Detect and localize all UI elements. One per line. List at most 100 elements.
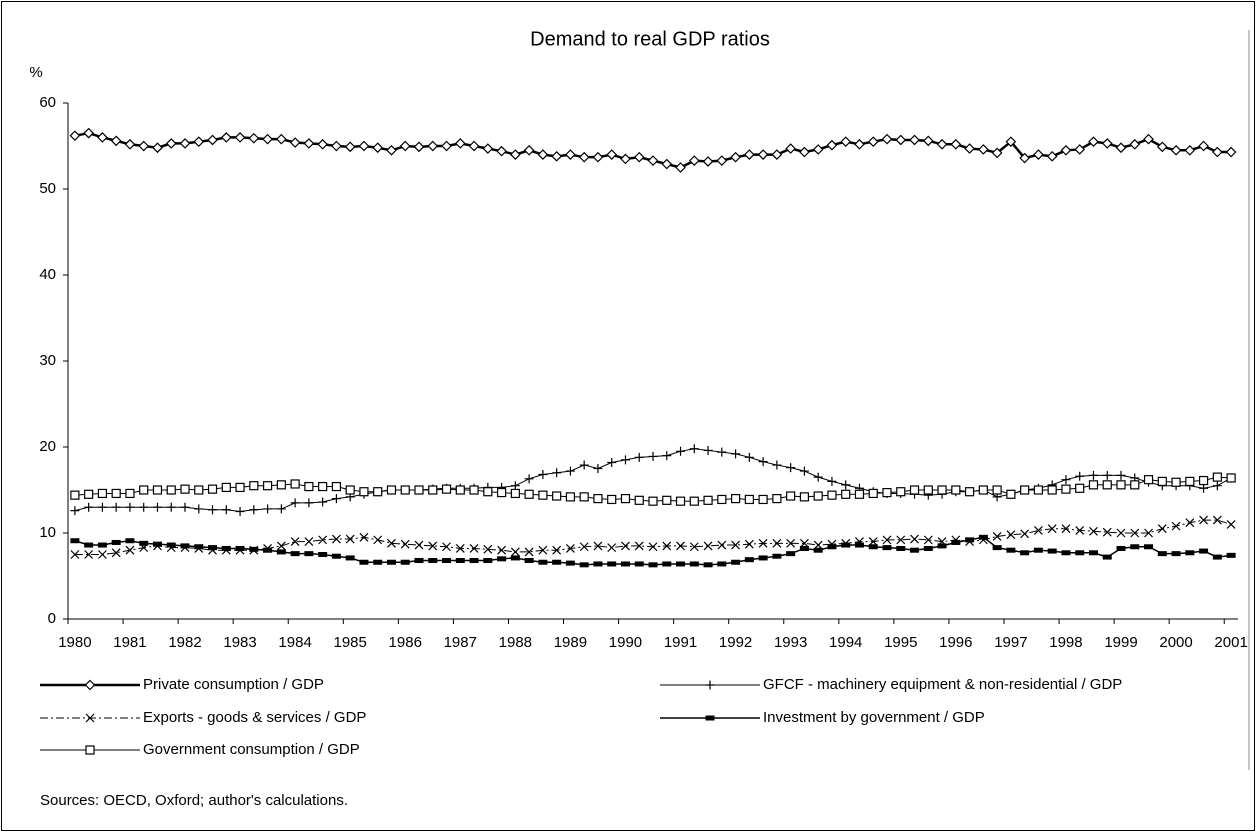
marker <box>1061 524 1071 534</box>
marker <box>744 452 754 462</box>
x-tick-label: 1998 <box>1049 634 1082 651</box>
marker <box>152 541 162 547</box>
marker <box>922 135 934 147</box>
marker <box>785 143 796 154</box>
x-tick-label: 1992 <box>719 634 752 651</box>
marker <box>510 547 520 557</box>
marker <box>1102 554 1112 560</box>
marker <box>951 485 961 495</box>
marker <box>331 140 342 152</box>
marker <box>1033 485 1044 495</box>
marker <box>1075 550 1085 556</box>
marker <box>304 551 314 557</box>
marker <box>827 476 837 486</box>
marker <box>702 156 714 167</box>
marker <box>468 140 480 152</box>
marker <box>1006 547 1016 553</box>
x-tick-label: 1997 <box>994 634 1027 651</box>
marker <box>510 481 520 491</box>
marker <box>97 550 107 559</box>
marker <box>1129 138 1141 150</box>
marker <box>772 553 782 559</box>
marker <box>372 142 384 154</box>
marker <box>799 466 809 476</box>
marker <box>813 547 823 553</box>
x-tick-label: 1983 <box>223 634 256 651</box>
marker <box>345 534 355 544</box>
marker <box>262 133 273 145</box>
marker <box>717 494 727 505</box>
marker <box>358 140 370 152</box>
marker <box>593 464 603 473</box>
marker <box>1198 140 1209 152</box>
marker <box>1006 530 1016 540</box>
marker <box>1075 483 1085 493</box>
marker <box>634 495 644 505</box>
marker <box>276 549 286 555</box>
marker <box>262 481 273 491</box>
marker <box>1184 144 1196 156</box>
marker <box>318 481 328 492</box>
marker <box>1130 480 1140 490</box>
marker <box>276 480 286 490</box>
marker <box>896 535 906 545</box>
marker <box>881 133 893 145</box>
x-tick-label: 1993 <box>774 634 807 651</box>
x-tick-label: 1996 <box>939 634 972 651</box>
marker <box>705 715 715 721</box>
x-tick-label: 1980 <box>58 634 91 651</box>
marker <box>1185 518 1195 528</box>
marker <box>607 543 617 553</box>
marker <box>400 559 410 565</box>
marker <box>454 138 466 149</box>
marker <box>689 561 699 567</box>
marker <box>744 149 755 160</box>
marker <box>1074 144 1086 155</box>
marker <box>813 491 823 501</box>
marker <box>607 561 617 567</box>
x-tick-label: 1982 <box>168 634 201 651</box>
marker <box>936 138 948 150</box>
marker <box>97 132 108 143</box>
marker <box>648 542 658 552</box>
legend-label: Exports - goods & services / GDP <box>143 709 366 726</box>
marker <box>304 498 314 508</box>
marker <box>221 505 231 515</box>
marker <box>1006 489 1016 499</box>
marker <box>289 137 301 148</box>
y-tick-label: 30 <box>39 352 56 369</box>
marker <box>1102 480 1112 490</box>
marker <box>165 138 177 149</box>
marker <box>991 147 1003 159</box>
marker <box>1157 524 1167 534</box>
marker <box>124 138 136 150</box>
marker <box>1198 475 1209 486</box>
marker <box>758 555 768 561</box>
marker <box>1033 547 1043 553</box>
marker <box>689 444 699 454</box>
marker <box>125 488 135 499</box>
marker <box>992 485 1002 495</box>
marker <box>552 491 562 501</box>
marker <box>1061 484 1071 494</box>
marker <box>1212 146 1223 158</box>
marker <box>1047 485 1057 495</box>
marker <box>84 489 94 499</box>
marker <box>496 487 507 498</box>
x-tick-label: 1991 <box>664 634 697 651</box>
marker <box>276 541 286 551</box>
marker <box>1116 470 1126 480</box>
marker <box>923 545 933 551</box>
marker <box>620 153 631 165</box>
marker <box>827 544 837 550</box>
marker <box>786 463 796 473</box>
marker <box>1115 142 1127 154</box>
marker <box>373 559 383 565</box>
marker <box>1226 519 1236 529</box>
marker <box>923 535 933 545</box>
marker <box>662 451 672 461</box>
y-tick-label: 50 <box>39 180 56 197</box>
x-tick-label: 1994 <box>829 634 862 651</box>
marker <box>813 472 823 482</box>
